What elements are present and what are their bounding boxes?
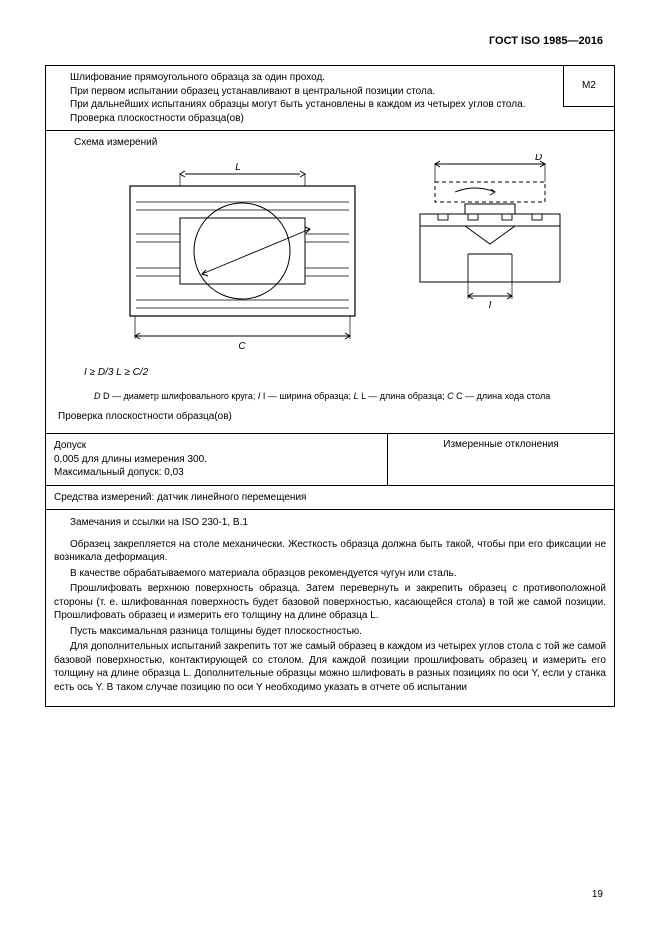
measurement-diagram: L — [70, 154, 590, 354]
content-frame: М2 Шлифование прямоугольного образца за … — [45, 65, 615, 707]
desc-line-2: При первом испытании образец устанавлива… — [54, 85, 554, 99]
label-L: L — [235, 162, 241, 173]
body-p5: Для дополнительных испытаний закрепить т… — [54, 640, 606, 694]
diagram-formula: I ≥ D/3 L ≥ C/2 — [84, 366, 606, 380]
page-number: 19 — [592, 889, 603, 900]
tolerance-l1: 0,005 для длины измерения 300. — [54, 453, 379, 467]
tolerance-label: Допуск — [54, 439, 379, 453]
desc-line-4: Проверка плоскостности образца(ов) — [54, 112, 554, 126]
code-box: М2 — [563, 66, 614, 107]
remarks-title: Замечания и ссылки на ISO 230-1, B.1 — [54, 516, 606, 530]
label-D: D — [535, 154, 542, 163]
body-p3: Прошлифовать верхнюю поверхность образца… — [54, 582, 606, 623]
section-means: Средства измерений: датчик линейного пер… — [46, 486, 614, 511]
diagram-title: Схема измерений — [74, 136, 606, 150]
body-p1: Образец закрепляется на столе механическ… — [54, 538, 606, 565]
section-remarks: Замечания и ссылки на ISO 230-1, B.1 Обр… — [46, 510, 614, 706]
section-diagram: Схема измерений L — [46, 131, 614, 434]
body-p4: Пусть максимальная разница толщины будет… — [54, 625, 606, 639]
diagram-legend: D D — диаметр шлифовального круга; I I —… — [94, 390, 606, 402]
section-tolerance: Допуск 0,005 для длины измерения 300. Ма… — [46, 434, 614, 486]
body-p2: В качестве обрабатываемого материала обр… — [54, 567, 606, 581]
tolerance-l2: Максимальный допуск: 0,03 — [54, 466, 379, 480]
desc-line-3: При дальнейших испытаниях образцы могут … — [54, 98, 554, 112]
desc-line-1: Шлифование прямоугольного образца за оди… — [54, 71, 554, 85]
document-header: ГОСТ ISO 1985—2016 — [489, 35, 603, 47]
tolerance-right: Измеренные отклонения — [388, 434, 614, 485]
tolerance-left: Допуск 0,005 для длины измерения 300. Ма… — [46, 434, 388, 485]
diagram-svg-container: L — [54, 154, 606, 359]
section-description: М2 Шлифование прямоугольного образца за … — [46, 66, 614, 131]
label-I: I — [489, 300, 492, 311]
page: ГОСТ ISO 1985—2016 М2 Шлифование прямоуг… — [0, 0, 661, 935]
label-C: C — [238, 341, 246, 352]
diagram-check-line: Проверка плоскостности образца(ов) — [58, 410, 606, 424]
